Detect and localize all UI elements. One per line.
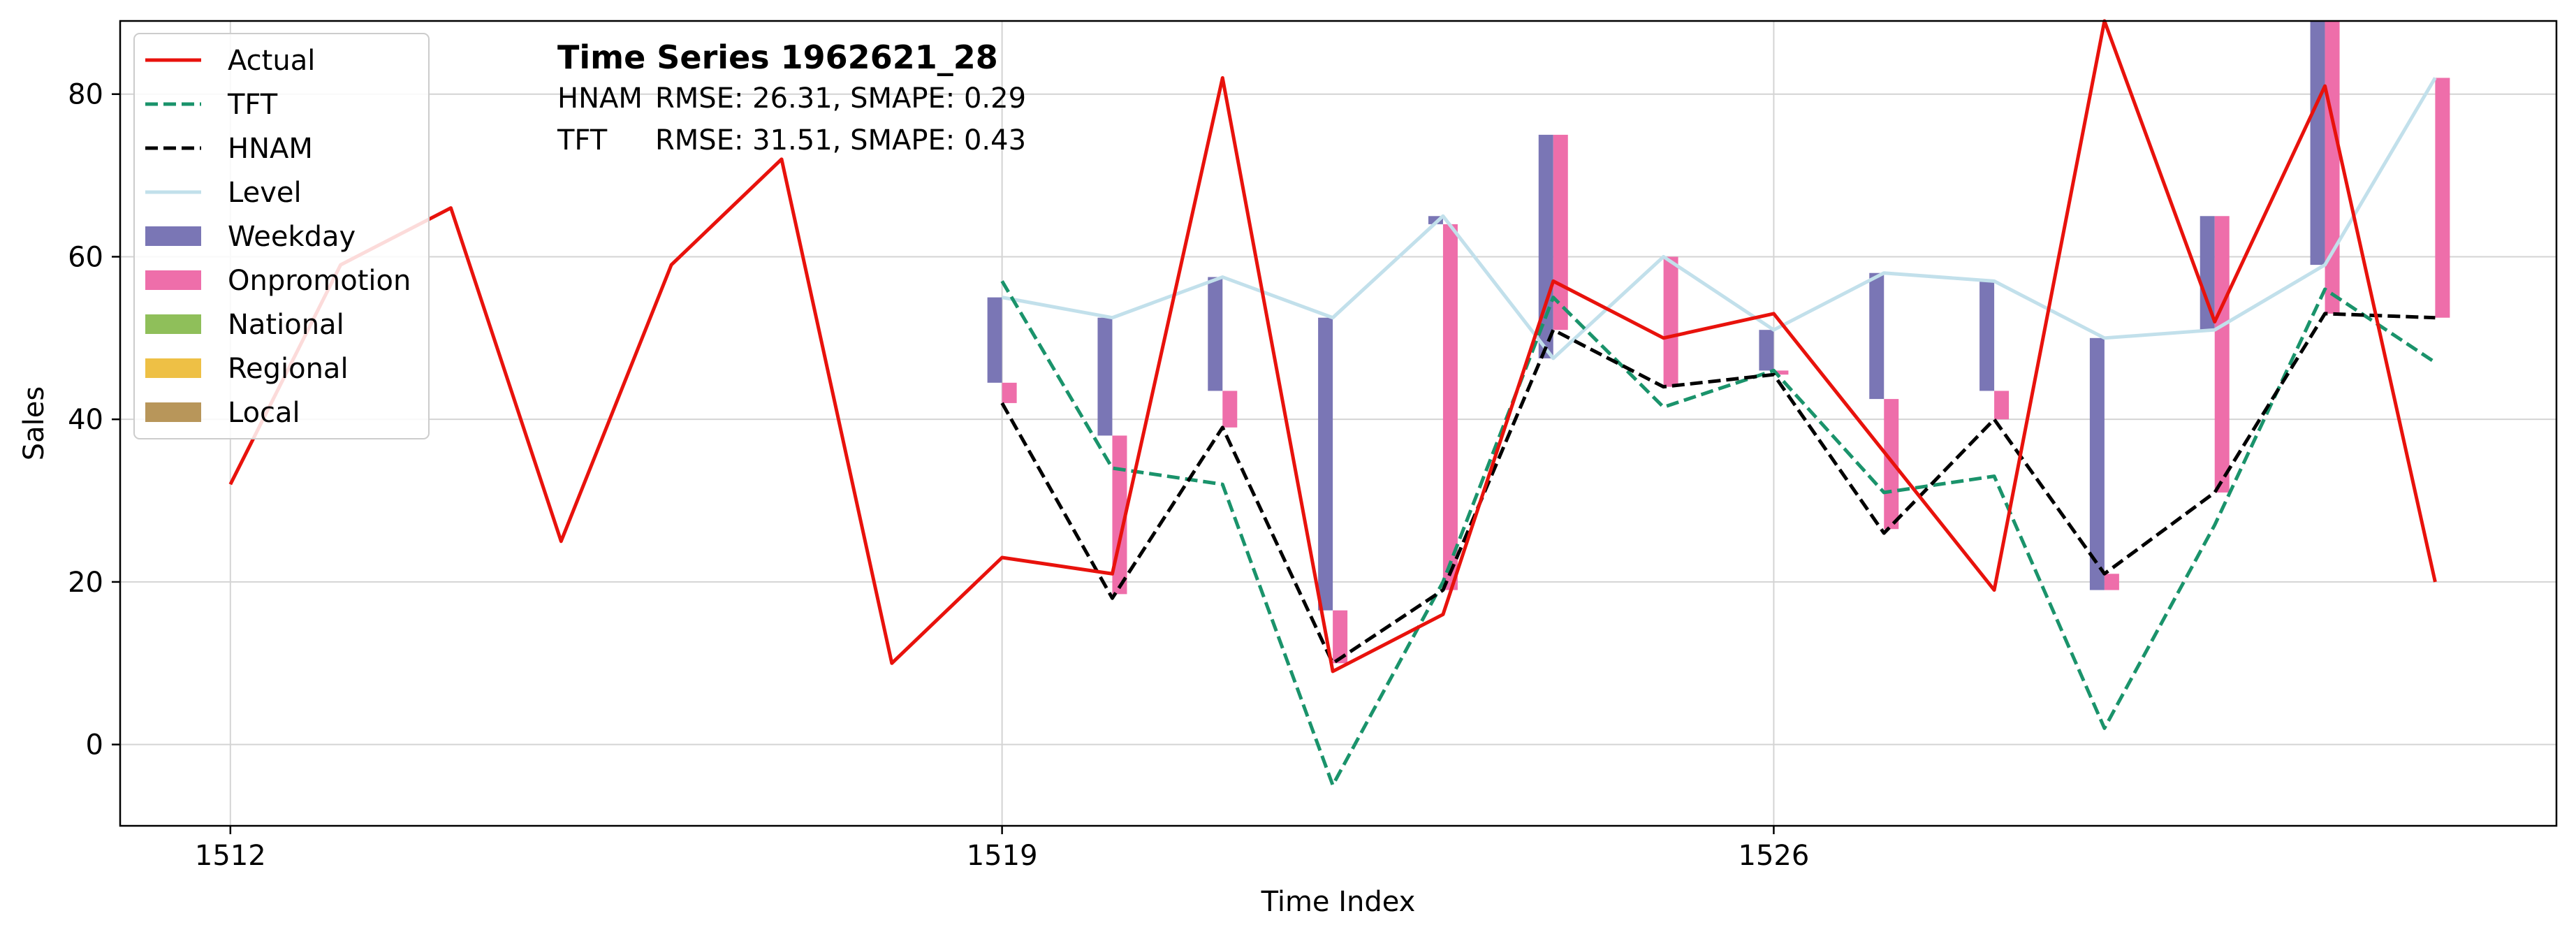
legend-key-regional [145,358,201,378]
title-block: Time Series 1962621_28 HNAM RMSE: 26.31,… [557,38,1026,156]
weekday-bar [2200,216,2215,330]
weekday-bar [1318,317,1333,611]
legend-key-national [145,314,201,334]
onpromotion-bar [2325,21,2340,314]
series-line-tft [1000,280,2436,787]
weekday-bar [987,297,1002,383]
legend-key-onpromotion [145,270,201,290]
series-lines [228,19,2437,787]
legend: Actual TFT HNAM Level Weekday Onpromotion Nati… [133,33,430,439]
chart-title: Time Series 1962621_28 [557,38,998,76]
weekday-bar [1097,317,1113,436]
legend-label-level: Level [228,177,302,209]
onpromotion-bar [1442,224,1458,590]
onpromotion-bar [1663,256,1678,387]
weekday-bar [1208,277,1223,391]
metric-tft-model: TFT [557,124,608,156]
legend-label-weekday: Weekday [228,221,356,253]
onpromotion-bar [1994,391,2010,420]
onpromotion-bar [1002,382,1017,403]
weekday-bar [1869,272,1885,400]
series-line-level [1002,77,2437,361]
weekday-bar [1759,330,1774,371]
series-line-hnam [1000,312,2436,665]
onpromotion-bar [2435,78,2450,318]
legend-key-local [145,402,201,422]
metric-tft-text: RMSE: 31.51, SMAPE: 0.43 [655,124,1026,156]
y-axis-label: Sales [18,386,50,460]
y-tick-label: 0 [86,729,103,762]
component-bars [987,21,2450,664]
y-tick-label: 60 [68,241,103,273]
metric-hnam-model: HNAM [557,82,643,115]
onpromotion-bar [2214,216,2230,493]
legend-key-weekday [145,226,201,246]
legend-label-actual: Actual [228,45,315,77]
weekday-bar [1538,134,1553,358]
legend-label-onpromotion: Onpromotion [228,265,411,297]
onpromotion-bar [1773,370,1789,375]
legend-label-local: Local [228,397,300,429]
legend-label-national: National [228,309,344,341]
weekday-bar [2089,337,2105,590]
x-axis-label: Time Index [1261,886,1416,918]
series-line-actual [228,19,2437,674]
weekday-bar [1428,216,1443,224]
plot-frame [119,20,2558,827]
x-tick-label: 1526 [1739,840,1810,872]
onpromotion-bar [1333,610,1348,664]
y-tick-label: 40 [68,404,103,436]
onpromotion-bar [1222,391,1238,428]
y-tick-label: 20 [68,567,103,599]
onpromotion-bar [1884,399,1899,530]
weekday-bar [2310,21,2325,265]
legend-label-regional: Regional [228,353,349,385]
grid [120,21,2556,826]
y-tick-label: 80 [68,79,103,111]
x-tick-label: 1512 [195,840,266,872]
axis-ticks: 1512 1519 1526 0 20 40 60 80 [68,79,1809,872]
metric-hnam-text: RMSE: 26.31, SMAPE: 0.29 [655,82,1026,115]
legend-label-hnam: HNAM [228,133,313,165]
onpromotion-bar [2104,574,2119,590]
legend-label-tft: TFT [227,89,278,121]
legend-box [133,33,430,439]
weekday-bar [1979,281,1995,391]
x-tick-label: 1519 [967,840,1038,872]
